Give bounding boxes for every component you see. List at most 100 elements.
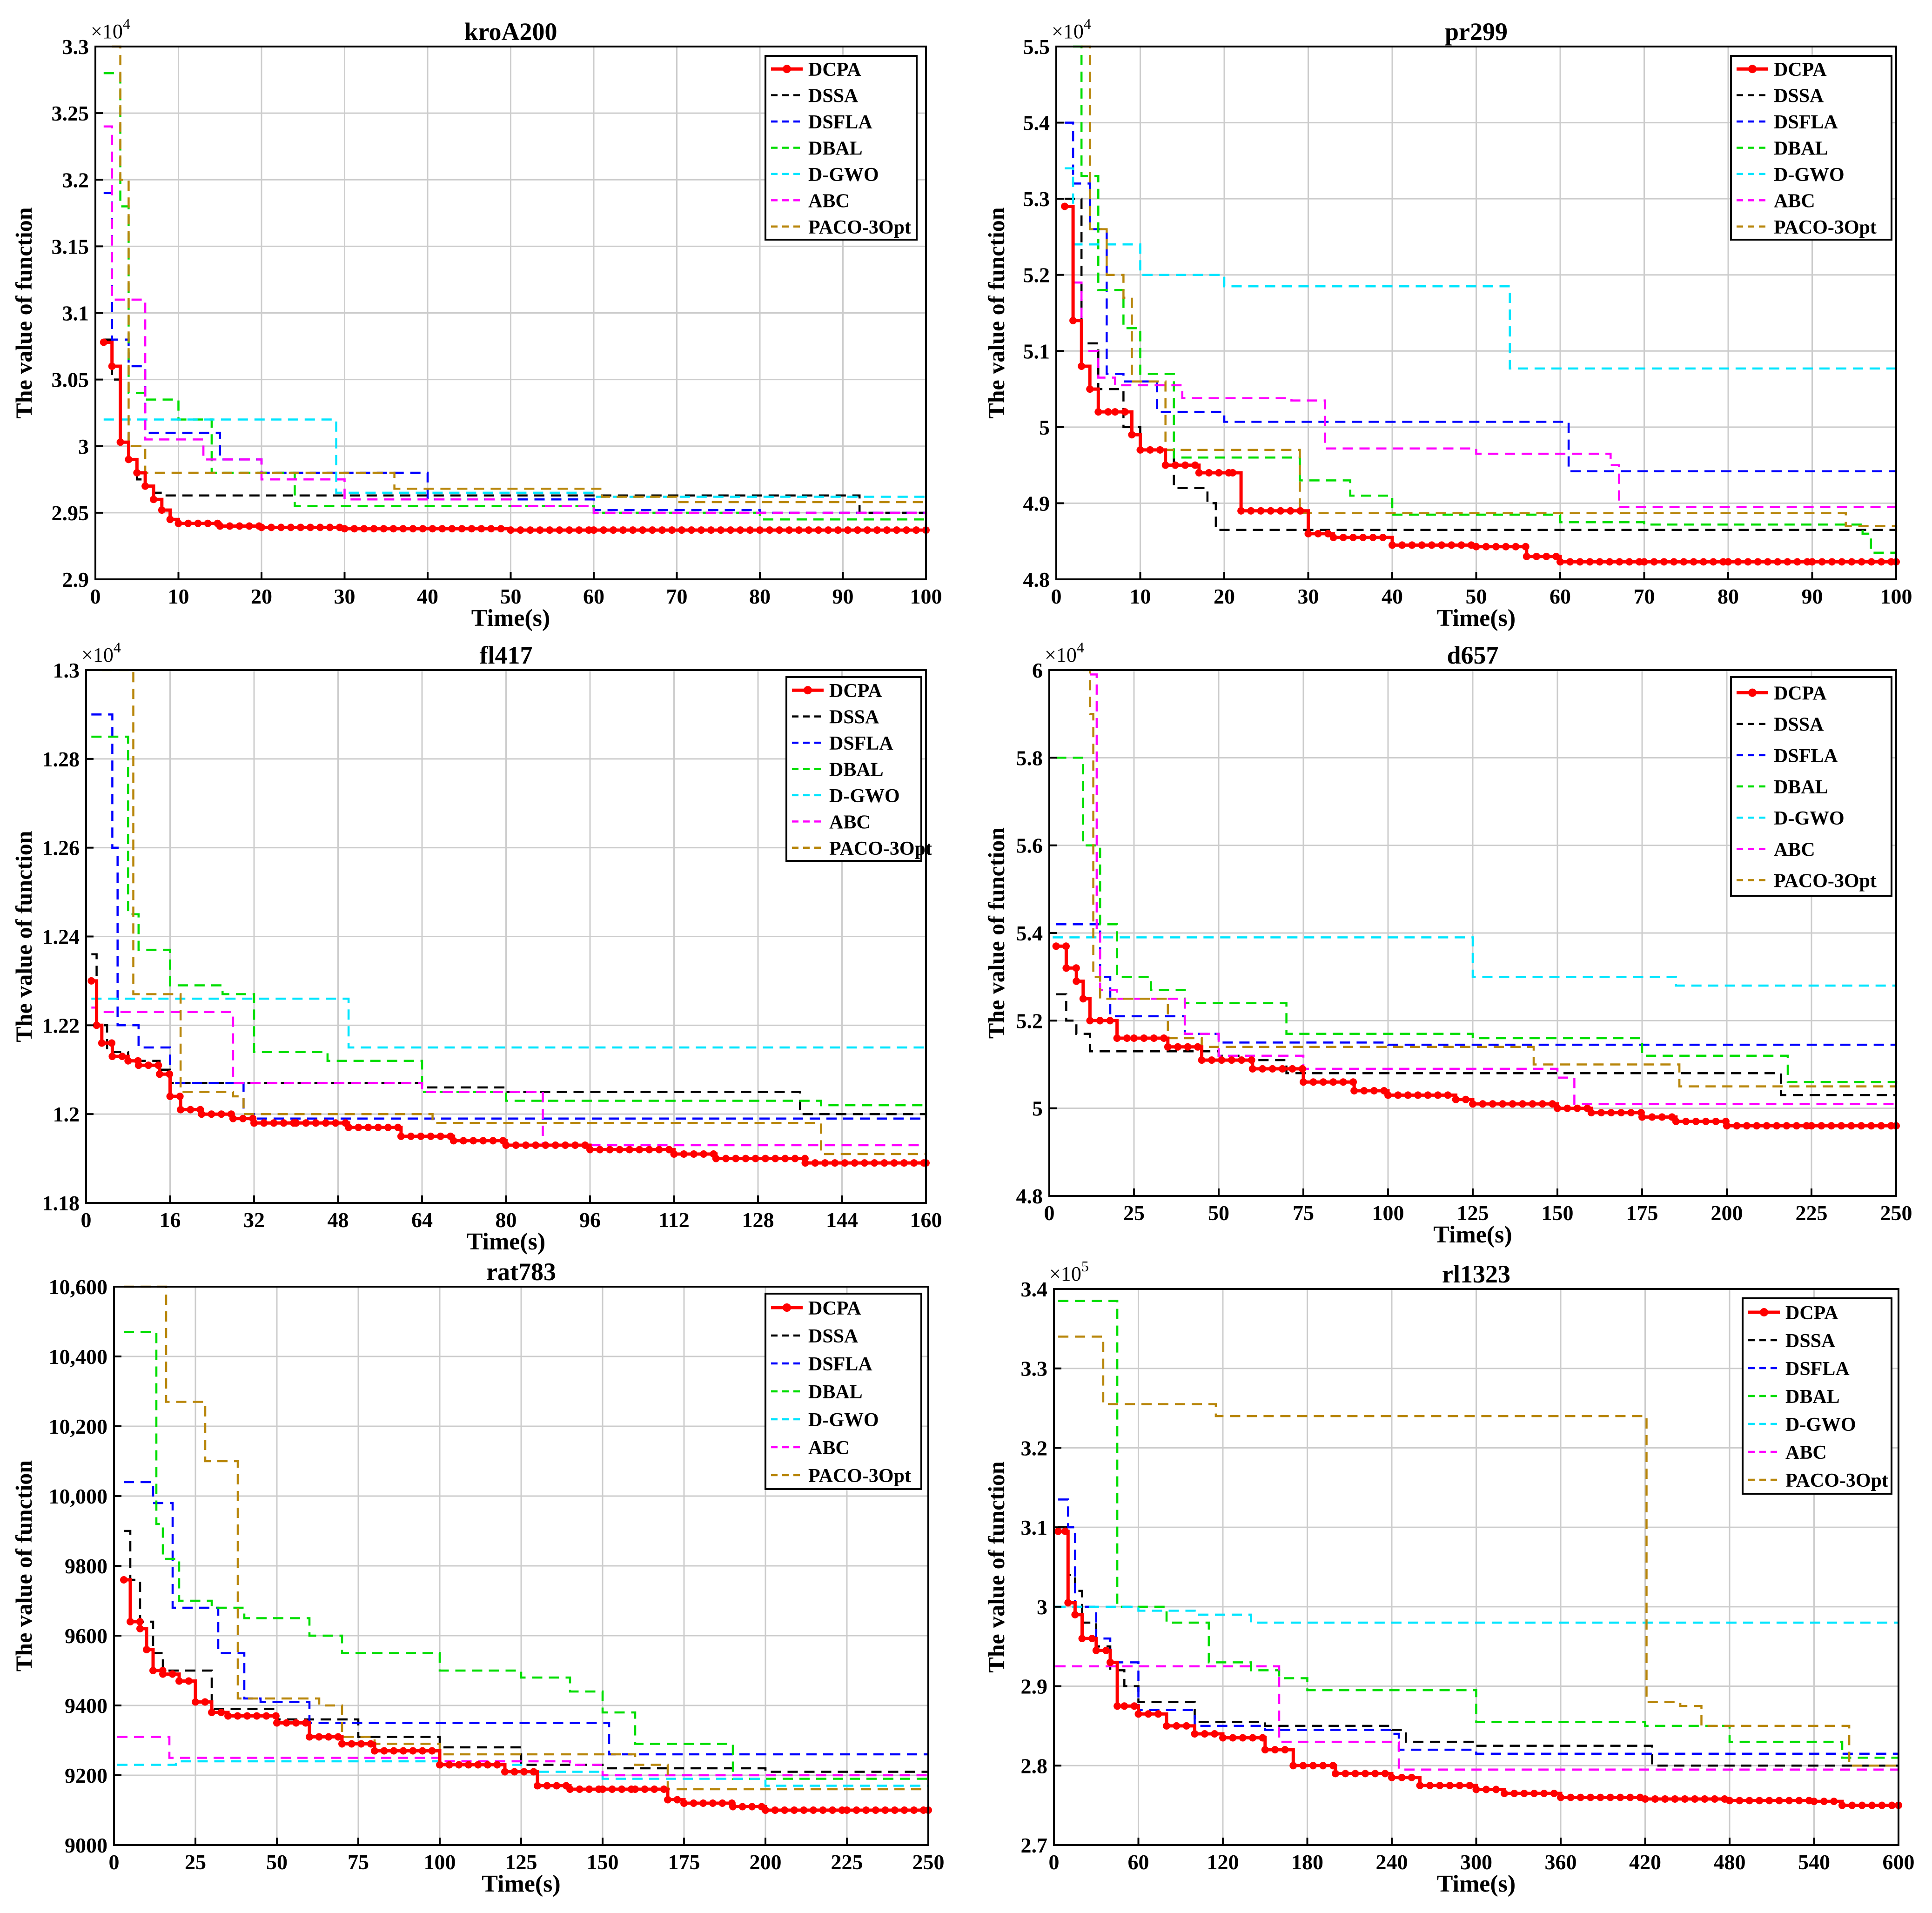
y-tick-label: 6 (1032, 658, 1043, 682)
series-point-DCPA (1606, 558, 1614, 566)
series-point-DCPA (872, 1806, 879, 1814)
series-point-DCPA (243, 1712, 251, 1720)
series-point-DCPA (409, 525, 417, 533)
series-point-DCPA (253, 1712, 261, 1720)
y-tick-label: 2.8 (1021, 1754, 1048, 1778)
y-tick-label: 1.22 (42, 1014, 80, 1037)
series-point-DCPA (1078, 362, 1086, 370)
series-point-DCPA (1121, 408, 1129, 416)
series-point-DCPA (1259, 1734, 1267, 1742)
series-point-DCPA (100, 338, 107, 346)
series-point-DCPA (1878, 558, 1885, 566)
series-point-DCPA (427, 1132, 435, 1140)
x-tick-label: 225 (831, 1850, 863, 1874)
series-point-DCPA (1360, 1087, 1368, 1094)
series-line-ABC (1090, 673, 1896, 1105)
series-point-DCPA (1128, 431, 1136, 439)
y-tick-label: 5.2 (1016, 1009, 1043, 1033)
series-point-DCPA (619, 526, 627, 534)
series-point-DCPA (649, 526, 656, 534)
chart-title: d657 (1447, 641, 1498, 669)
series-point-DCPA (512, 1141, 520, 1149)
x-tick-label: 40 (417, 584, 438, 608)
series-point-DCPA (1394, 1091, 1402, 1099)
series-point-DCPA (1061, 202, 1069, 210)
series-point-DCPA (348, 1740, 356, 1748)
series-point-DCPA (280, 1119, 288, 1127)
series-point-DCPA (1428, 541, 1436, 549)
series-point-DCPA (108, 362, 116, 370)
series-point-DCPA (1062, 964, 1070, 972)
series-point-DCPA (1773, 1122, 1781, 1130)
series-point-DCPA (1071, 1611, 1079, 1618)
series-point-DCPA (1702, 1117, 1710, 1125)
series-point-DCPA (1625, 558, 1633, 566)
series-point-DCPA (458, 525, 466, 533)
series-point-DCPA (1868, 1801, 1876, 1809)
series-point-DCPA (1257, 507, 1265, 515)
series-point-DCPA (270, 1119, 278, 1127)
series-point-DCPA (1847, 1122, 1855, 1130)
series-point-DCPA (1543, 552, 1550, 560)
series-point-DCPA (1446, 1782, 1454, 1789)
y-axis-label: The value of function (11, 207, 37, 418)
series-point-DCPA (1651, 1795, 1659, 1803)
x-tick-label: 48 (328, 1208, 349, 1232)
series-point-DCPA (1107, 1658, 1114, 1666)
series-point-DCPA (470, 1137, 477, 1145)
legend-label-ABC: ABC (808, 190, 850, 212)
series-line-ABC (117, 1736, 928, 1777)
series-point-DCPA (334, 1733, 342, 1741)
y-axis-label: The value of function (983, 207, 1009, 418)
y-tick-label: 2.9 (1021, 1675, 1048, 1698)
legend-label-DBAL: DBAL (808, 138, 863, 160)
series-point-DCPA (1249, 1734, 1257, 1742)
series-line-ABC (103, 125, 927, 520)
series-point-DCPA (1550, 1790, 1558, 1797)
x-tick-label: 125 (1457, 1201, 1489, 1225)
series-point-DCPA (1858, 1801, 1866, 1809)
series-point-DCPA (217, 1110, 225, 1118)
y-axis-label: The value of function (11, 1460, 37, 1671)
series-point-DCPA (502, 1141, 510, 1149)
series-point-DCPA (493, 1761, 501, 1769)
series-point-DCPA (680, 1150, 688, 1158)
series-point-DCPA (217, 1709, 225, 1716)
series-line-PACO-3Opt (1083, 669, 1896, 1087)
series-point-DCPA (1743, 1122, 1751, 1130)
series-point-DCPA (766, 526, 773, 534)
series-point-DCPA (1661, 1795, 1669, 1803)
series-point-DCPA (1808, 558, 1816, 566)
series-point-DCPA (1398, 541, 1406, 549)
series-point-DCPA (1379, 534, 1387, 541)
series-point-DCPA (1299, 1762, 1307, 1770)
series-point-DCPA (526, 526, 534, 534)
y-tick-label: 1.24 (42, 925, 80, 949)
series-point-DCPA (717, 526, 724, 534)
series-point-DCPA (1238, 1056, 1246, 1064)
x-axis-label: Time(s) (482, 1871, 560, 1897)
series-point-DCPA (1499, 1100, 1507, 1108)
series-point-DCPA (1549, 1100, 1556, 1108)
legend: DCPA DSSA DSFLA DBAL D-GWO ABC PACO-3Opt (765, 1293, 922, 1490)
series-point-DCPA (1557, 1793, 1564, 1801)
series-point-DCPA (900, 1159, 908, 1167)
series-point-DCPA (699, 1799, 707, 1807)
series-point-DCPA (771, 1806, 779, 1814)
series-point-DCPA (795, 526, 803, 534)
legend-label-DSSA: DSSA (1785, 1330, 1836, 1352)
series-point-DCPA (1160, 1034, 1168, 1042)
series-point-DCPA (133, 469, 141, 477)
series-point-DCPA (864, 526, 871, 534)
series-point-DCPA (1672, 1117, 1680, 1125)
series-point-DCPA (262, 1712, 270, 1720)
chart-title: kroA200 (464, 18, 557, 46)
series-point-DCPA (1710, 558, 1717, 566)
series-group (100, 45, 930, 534)
series-point-DCPA (1342, 1770, 1349, 1778)
series-line-DSSA (1065, 197, 1896, 531)
series-point-DCPA (1309, 1762, 1317, 1770)
series-point-DCPA (1349, 1078, 1357, 1086)
series-point-DCPA (1371, 1770, 1379, 1778)
series-point-DCPA (819, 1806, 827, 1814)
